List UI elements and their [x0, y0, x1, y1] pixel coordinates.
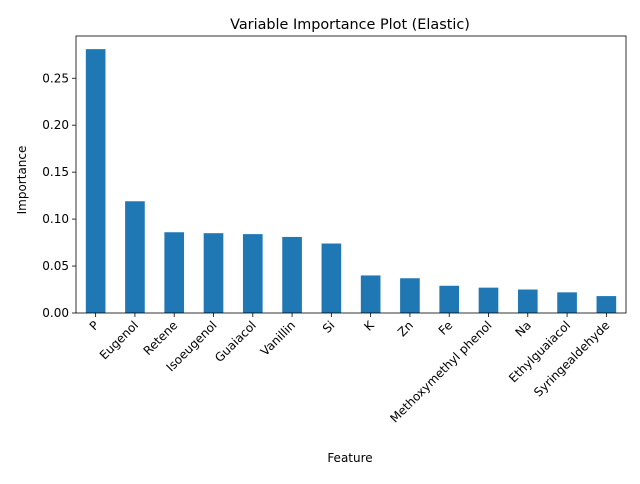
x-tick-label-4: Guaiacol	[212, 318, 259, 365]
y-tick-label-2: 0.10	[42, 212, 69, 226]
x-tick-label-8: Zn	[395, 318, 416, 339]
x-tick-label-5: Vanillin	[258, 318, 298, 358]
x-tick-label-0: P	[87, 318, 102, 333]
bar-12	[557, 292, 577, 313]
bar-4	[242, 234, 263, 313]
bar-2	[164, 232, 185, 313]
y-tick-label-1: 0.05	[42, 259, 69, 273]
bar-3	[203, 233, 224, 313]
axes-frame	[75, 35, 627, 314]
x-tick-label-2: Retene	[141, 318, 181, 358]
bar-9	[439, 285, 460, 313]
y-tick-label-3: 0.15	[42, 165, 69, 179]
y-tick-label-0: 0.00	[42, 306, 69, 320]
bar-0	[85, 49, 106, 314]
x-tick-label-11: Na	[512, 318, 533, 339]
bar-8	[400, 278, 420, 313]
bar-7	[360, 275, 381, 313]
y-axis-label: Importance	[15, 146, 29, 215]
bar-13	[596, 296, 617, 313]
bar-5	[282, 236, 302, 313]
bar-1	[125, 201, 145, 313]
chart-title: Variable Importance Plot (Elastic)	[230, 17, 470, 33]
y-tick-label-4: 0.20	[42, 118, 69, 132]
x-axis-label: Feature	[327, 451, 372, 465]
x-tick-label-1: Eugenol	[97, 318, 141, 362]
bar-10	[478, 287, 499, 313]
x-tick-label-13: Syringealdehyde	[531, 318, 612, 399]
y-tick-label-5: 0.25	[42, 71, 69, 85]
x-tick-label-9: Fe	[436, 318, 456, 338]
x-tick-label-6: Si	[320, 318, 338, 336]
bar-11	[517, 289, 538, 313]
x-tick-label-7: K	[361, 317, 377, 333]
bar-6	[321, 243, 342, 313]
